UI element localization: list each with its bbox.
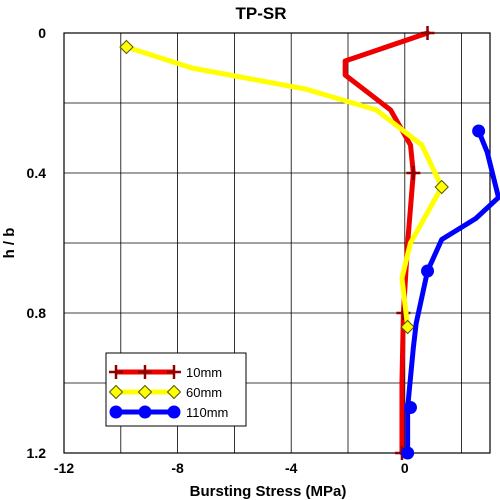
- y-tick-label: 0.4: [27, 165, 47, 181]
- y-tick-label: 1.2: [27, 445, 47, 461]
- legend-marker-icon: [167, 365, 181, 379]
- x-tick-label: -8: [171, 460, 184, 476]
- x-tick-label: -12: [54, 460, 74, 476]
- series-110mm: [401, 124, 500, 460]
- legend-label: 10mm: [186, 365, 222, 380]
- series-group: [119, 26, 500, 460]
- x-tick-label: -4: [285, 460, 298, 476]
- data-point-110mm: [403, 401, 417, 414]
- legend-marker-icon: [109, 405, 123, 419]
- legend-marker-icon: [138, 365, 152, 379]
- data-point-110mm: [401, 446, 415, 460]
- legend-marker-icon: [137, 384, 153, 400]
- series-10mm: [342, 26, 435, 460]
- data-point-10mm: [406, 166, 421, 180]
- legend-item-10mm: 10mm: [109, 365, 222, 380]
- y-tick-labels: 0 0.4 0.8 1.2: [27, 25, 47, 461]
- y-tick-label: 0.8: [27, 305, 47, 321]
- x-tick-label: 0: [401, 460, 409, 476]
- y-tick-label: 0: [38, 25, 46, 41]
- legend-marker-icon: [138, 405, 152, 419]
- data-point-60mm: [119, 39, 134, 55]
- chart-title: TP-SR: [236, 4, 287, 23]
- legend-marker-icon: [166, 384, 182, 400]
- series-line-10mm: [342, 30, 431, 456]
- x-tick-labels: -12 -8 -4 0: [54, 460, 409, 476]
- series-line-60mm: [123, 44, 445, 330]
- data-point-60mm: [400, 319, 415, 335]
- data-point-110mm: [421, 264, 435, 278]
- series-60mm: [119, 39, 449, 335]
- y-axis-label: h / b: [1, 228, 18, 259]
- legend-marker-icon: [167, 405, 181, 419]
- data-point-10mm: [420, 26, 435, 40]
- legend-marker-icon: [108, 384, 124, 400]
- legend-item-110mm: 110mm: [109, 405, 228, 420]
- data-point-110mm: [472, 124, 486, 138]
- x-axis-label: Bursting Stress (MPa): [190, 483, 347, 500]
- legend-label: 60mm: [186, 385, 222, 400]
- plot-frame: [63, 32, 491, 454]
- legend-item-60mm: 60mm: [108, 384, 222, 400]
- data-point-60mm: [434, 179, 449, 195]
- legend-marker-icon: [109, 365, 123, 379]
- legend-label: 110mm: [186, 405, 228, 420]
- legend: 10mm 60mm 110mm: [105, 352, 247, 427]
- series-line-110mm: [405, 128, 500, 456]
